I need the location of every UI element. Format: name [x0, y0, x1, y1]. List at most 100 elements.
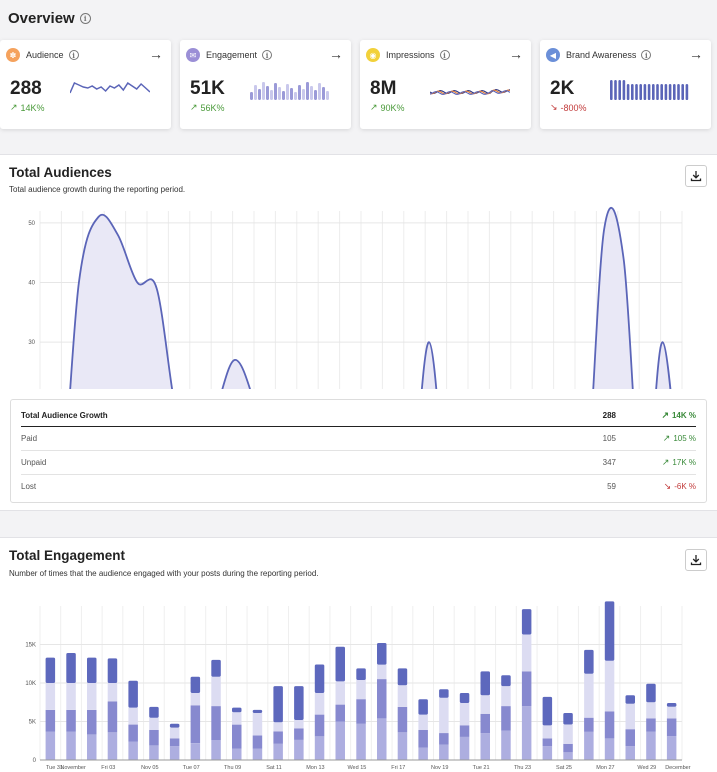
- series-line: [69, 206, 672, 389]
- bar-segment: [87, 657, 97, 683]
- engagement-section: Total Engagement Number of times that th…: [0, 537, 717, 772]
- kpi-card-audience[interactable]: ✽ Audience i → 288 ↗ 14K%: [0, 40, 171, 129]
- bar-segment: [149, 745, 159, 760]
- bar-segment: [397, 685, 408, 707]
- area-fill: [70, 207, 671, 389]
- bar-segment: [418, 730, 428, 748]
- bar-segment: [252, 735, 263, 749]
- info-icon[interactable]: i: [439, 50, 450, 60]
- bar-segment: [87, 709, 97, 735]
- sparkline-bar: [673, 84, 676, 100]
- bar-segment: [521, 706, 532, 760]
- kpi-card-brand-awareness[interactable]: ◀ Brand Awareness i → 2K ↘ -800%: [540, 40, 711, 129]
- bar-segment: [169, 738, 180, 747]
- bar-segment: [273, 686, 283, 723]
- kpi-delta: ↗ 56K%: [190, 102, 225, 113]
- bar-segment: [335, 704, 345, 722]
- bar-segment: [604, 711, 615, 739]
- bar-segment: [356, 668, 366, 680]
- bar-segment: [149, 717, 159, 730]
- bar-segment: [335, 721, 345, 760]
- bar-segment: [169, 746, 180, 760]
- bar-segment: [646, 731, 656, 760]
- x-tick-label: Nov 19: [431, 765, 448, 771]
- kpi-delta: ↘ -800%: [550, 102, 587, 113]
- sparkline-bar: [656, 84, 659, 100]
- x-tick-label: Fri 03: [101, 765, 115, 771]
- bar-segment: [480, 671, 490, 696]
- bar-segment: [211, 659, 221, 677]
- bar-segment: [273, 731, 283, 744]
- sparkline-bar: [310, 86, 313, 100]
- bar-segment: [45, 657, 56, 683]
- sparkline-bar: [660, 84, 663, 100]
- download-button[interactable]: [685, 549, 707, 571]
- bar-segment: [377, 718, 387, 760]
- bar-segment: [314, 664, 325, 693]
- bar-segment: [501, 686, 511, 707]
- bar-segment: [169, 723, 180, 728]
- info-icon[interactable]: i: [79, 13, 91, 24]
- sparkline-bar: [631, 84, 634, 100]
- arrow-right-icon[interactable]: →: [329, 46, 343, 62]
- download-icon: [690, 171, 702, 182]
- sparkline-bar: [282, 91, 285, 100]
- bar-segment: [149, 730, 159, 746]
- bar-segment: [459, 736, 470, 760]
- bar-segment: [666, 718, 677, 737]
- bar-segment: [646, 718, 656, 732]
- arrow-right-icon[interactable]: →: [509, 46, 523, 62]
- info-icon[interactable]: i: [641, 50, 652, 60]
- kpi-card-engagement[interactable]: ✉ Engagement i → 51K ↗ 56K%: [180, 40, 351, 129]
- download-icon: [690, 555, 702, 566]
- bar-segment: [169, 727, 180, 739]
- bar-segment: [45, 683, 56, 710]
- bar-segment: [66, 709, 76, 732]
- kpi-card-impressions[interactable]: ◉ Impressions i → 8M ↗ 90K%: [360, 40, 531, 129]
- kpi-delta: ↗ 14K%: [10, 102, 45, 113]
- section-subtitle: Number of times that the audience engage…: [9, 569, 319, 578]
- x-tick-label: Tue 07: [183, 765, 200, 771]
- sparkline-bar: [681, 84, 684, 100]
- download-button[interactable]: [685, 165, 707, 187]
- sparkline-bar: [290, 88, 293, 100]
- engagement-icon: ✉: [186, 48, 200, 62]
- trend-icon: ↘: [550, 102, 558, 112]
- sparkline-bar: [286, 84, 289, 100]
- bar-segment: [646, 702, 656, 719]
- sparkline-bar: [266, 86, 269, 100]
- bar-segment: [128, 680, 138, 708]
- y-tick-label: 10K: [25, 681, 36, 687]
- bar-segment: [521, 634, 532, 672]
- bar-segment: [294, 720, 304, 729]
- sparkline-bar: [614, 80, 617, 100]
- arrow-right-icon[interactable]: →: [149, 46, 163, 62]
- bar-segment: [501, 706, 511, 731]
- sparkline-path: [430, 89, 510, 95]
- trend-down-icon: ↘: [663, 480, 672, 491]
- impressions-icon: ◉: [366, 48, 380, 62]
- growth-table: Total Audience Growth 288 ↗ 14K % Paid 10…: [10, 399, 707, 503]
- bar-segment: [211, 676, 221, 707]
- sparkline-bar: [250, 92, 253, 100]
- bar-segment: [666, 706, 677, 719]
- bar-segment: [356, 679, 366, 700]
- bar-segment: [480, 713, 490, 734]
- sparkline-bar: [610, 80, 613, 100]
- bar-segment: [563, 743, 573, 753]
- bar-segment: [232, 748, 242, 760]
- trend-icon: ↗: [190, 102, 198, 112]
- bar-segment: [501, 675, 511, 687]
- sparkline-bar: [298, 85, 301, 100]
- kpi-label: Brand Awareness: [566, 50, 637, 60]
- section-title: Total Engagement: [9, 548, 126, 563]
- x-tick-label: Tue 21: [473, 765, 490, 771]
- sparkline-bar: [677, 84, 680, 100]
- arrow-right-icon[interactable]: →: [689, 46, 703, 62]
- sparkline-bar: [254, 85, 257, 100]
- bar-segment: [459, 693, 470, 703]
- info-icon[interactable]: i: [68, 50, 79, 60]
- info-icon[interactable]: i: [262, 50, 273, 60]
